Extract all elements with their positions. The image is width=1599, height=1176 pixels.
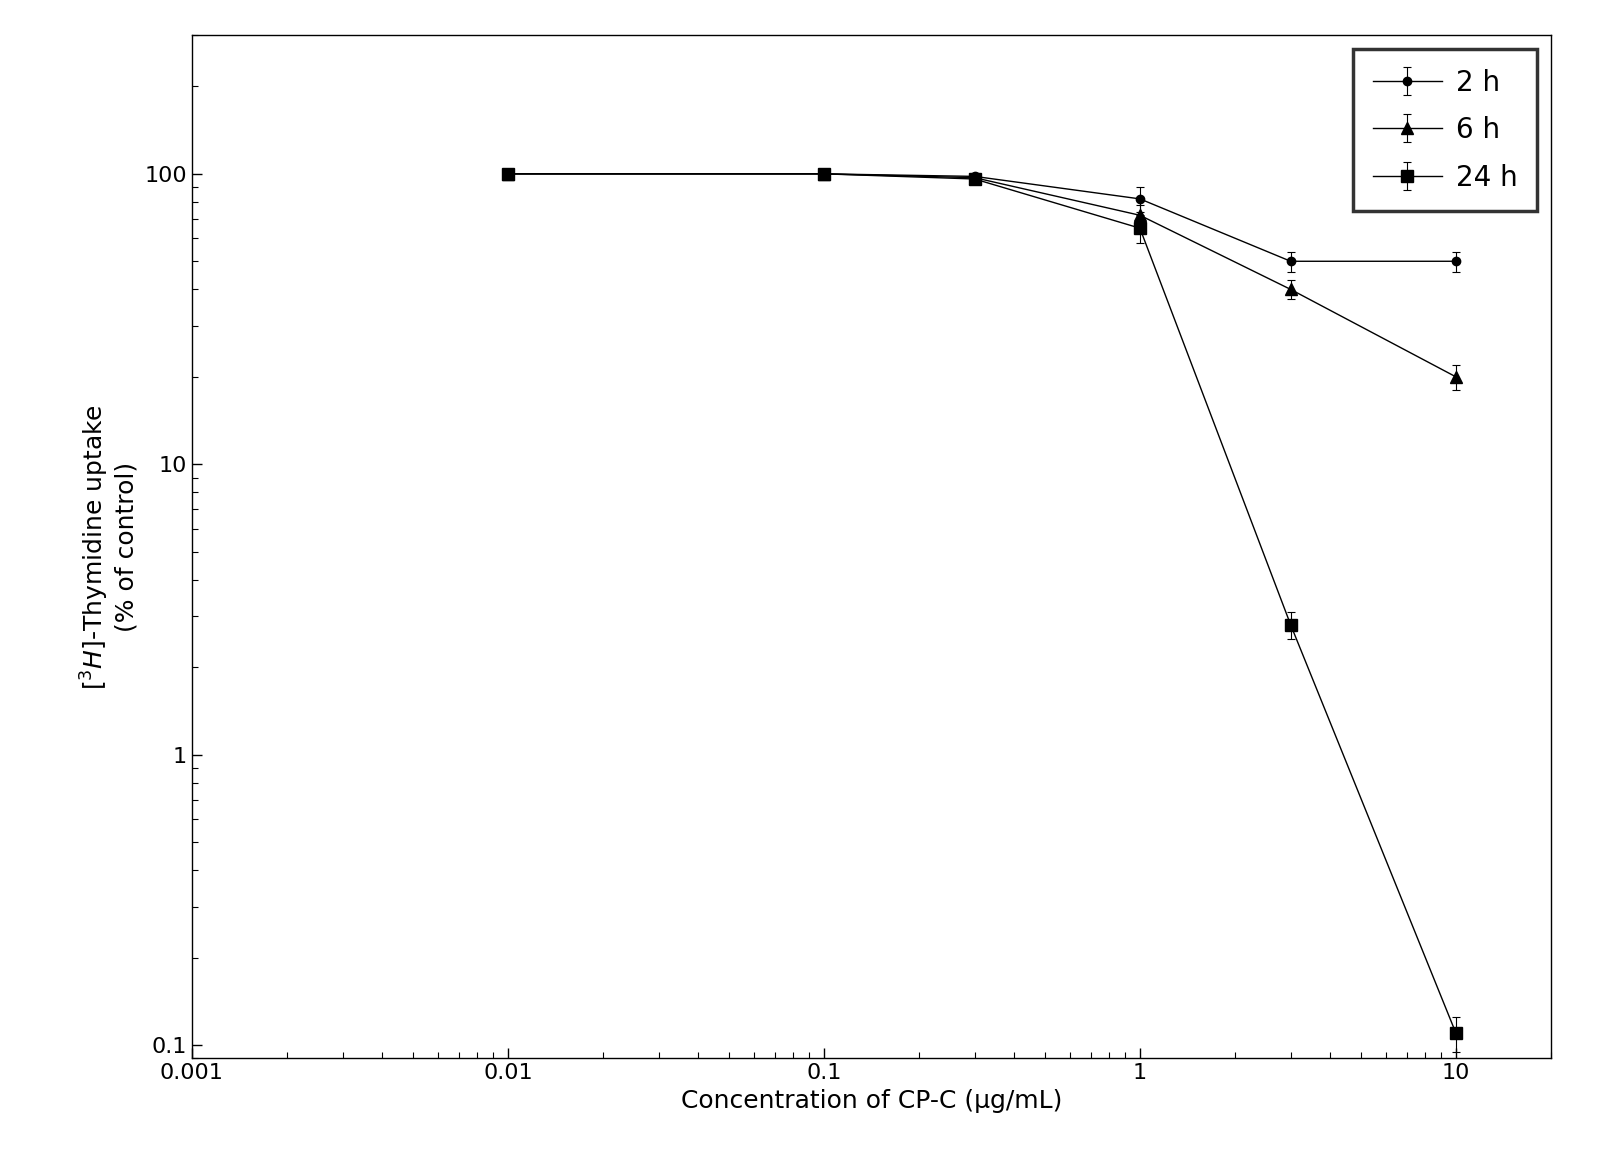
Y-axis label: $[^3H]$-Thymidine uptake
(% of control): $[^3H]$-Thymidine uptake (% of control) xyxy=(78,403,139,690)
Legend: 2 h, 6 h, 24 h: 2 h, 6 h, 24 h xyxy=(1353,49,1537,211)
X-axis label: Concentration of CP-C (μg/mL): Concentration of CP-C (μg/mL) xyxy=(681,1089,1062,1112)
